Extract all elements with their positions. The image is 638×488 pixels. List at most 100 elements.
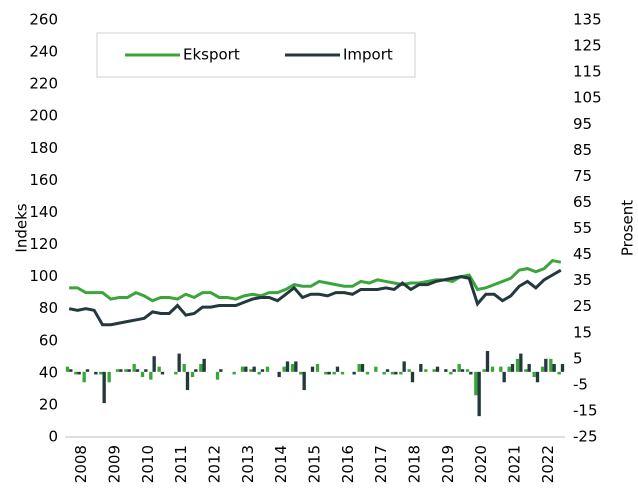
x-tick-label: 2012 bbox=[206, 445, 224, 483]
x-tick-label: 2020 bbox=[472, 445, 490, 483]
bar bbox=[190, 371, 195, 378]
bar bbox=[474, 371, 478, 396]
legend-label: Import bbox=[343, 46, 393, 64]
bar bbox=[449, 371, 453, 375]
bar bbox=[394, 371, 398, 375]
x-tick-label: 2018 bbox=[406, 445, 424, 483]
bar bbox=[174, 371, 178, 375]
bar bbox=[127, 369, 131, 372]
bar bbox=[232, 371, 236, 375]
x-tick-label: 2015 bbox=[306, 445, 324, 483]
bar bbox=[549, 358, 553, 372]
bar bbox=[335, 366, 340, 372]
y2-tick-label: 45 bbox=[573, 245, 592, 263]
x-tick-label: 2021 bbox=[506, 445, 524, 483]
bar bbox=[310, 366, 315, 372]
bar bbox=[419, 364, 423, 372]
bar bbox=[249, 369, 253, 372]
y2-tick-label: -25 bbox=[573, 428, 598, 446]
bar bbox=[490, 366, 495, 372]
bar bbox=[385, 369, 390, 372]
legend-label: Eksport bbox=[183, 46, 240, 64]
y2-tick-label: 135 bbox=[573, 11, 602, 29]
y-tick-label: 80 bbox=[39, 299, 58, 317]
x-tick-label: 2019 bbox=[439, 445, 457, 483]
bar bbox=[424, 369, 428, 372]
y-tick-label: 100 bbox=[29, 267, 58, 285]
bar bbox=[519, 353, 523, 372]
x-tick-label: 2008 bbox=[72, 445, 90, 483]
bar bbox=[115, 369, 120, 372]
y2-tick-label: -5 bbox=[573, 375, 588, 393]
bar bbox=[199, 364, 203, 372]
y-tick-label: 200 bbox=[29, 107, 58, 125]
bar bbox=[202, 358, 206, 372]
bar bbox=[182, 364, 186, 372]
bar bbox=[157, 366, 161, 372]
y-tick-label: 20 bbox=[39, 395, 58, 413]
bar bbox=[357, 364, 361, 372]
y2-tick-label: 85 bbox=[573, 141, 592, 159]
y2-tick-label: 115 bbox=[573, 63, 602, 81]
line bbox=[69, 258, 562, 303]
x-tick-label: 2013 bbox=[239, 445, 257, 483]
bar bbox=[135, 369, 140, 372]
bar bbox=[290, 364, 295, 372]
bar bbox=[410, 371, 415, 383]
y-tick-label: 260 bbox=[29, 11, 58, 29]
bar bbox=[460, 369, 465, 372]
bar bbox=[65, 366, 70, 372]
bar bbox=[285, 361, 290, 372]
bar bbox=[402, 361, 406, 372]
bar bbox=[244, 366, 248, 372]
bar bbox=[527, 364, 531, 372]
bar bbox=[332, 371, 336, 375]
bar bbox=[260, 369, 265, 372]
y-tick-label: 40 bbox=[39, 363, 58, 381]
bar bbox=[465, 369, 470, 372]
x-tick-label: 2016 bbox=[339, 445, 357, 483]
bar bbox=[399, 371, 403, 375]
bar bbox=[327, 371, 331, 375]
y2-tick-label: 105 bbox=[573, 89, 602, 107]
y2-axis-label: Prosent bbox=[619, 200, 637, 256]
bar bbox=[507, 366, 511, 372]
y-tick-label: 0 bbox=[48, 428, 58, 446]
bar bbox=[524, 369, 528, 372]
bar bbox=[374, 366, 378, 372]
y-tick-label: 180 bbox=[29, 139, 58, 157]
bar bbox=[452, 369, 456, 372]
bar bbox=[252, 366, 256, 372]
bar bbox=[544, 358, 548, 372]
y-tick-label: 140 bbox=[29, 203, 58, 221]
bar bbox=[77, 371, 81, 375]
bar bbox=[444, 369, 448, 372]
x-tick-label: 2017 bbox=[372, 445, 390, 483]
y2-tick-label: -15 bbox=[573, 401, 598, 419]
bar bbox=[294, 361, 298, 372]
bar bbox=[185, 371, 190, 391]
bar bbox=[140, 371, 145, 378]
bar bbox=[407, 369, 411, 372]
bar bbox=[435, 366, 440, 372]
y-axis-label: Indeks bbox=[13, 203, 31, 252]
bar bbox=[177, 353, 181, 372]
y2-tick-label: 55 bbox=[573, 219, 592, 237]
bar bbox=[282, 366, 286, 372]
bar bbox=[485, 350, 490, 372]
bar bbox=[532, 371, 536, 378]
bar bbox=[94, 371, 98, 375]
bar bbox=[365, 371, 370, 375]
bar bbox=[152, 356, 156, 372]
bar bbox=[557, 371, 561, 375]
y2-tick-label: 95 bbox=[573, 115, 592, 133]
y2-tick-label: 25 bbox=[573, 297, 592, 315]
bar bbox=[340, 371, 345, 375]
bar bbox=[119, 369, 123, 372]
bar bbox=[510, 364, 515, 372]
bar bbox=[535, 371, 540, 383]
x-tick-label: 2009 bbox=[106, 445, 124, 483]
bar bbox=[74, 371, 78, 375]
bar bbox=[144, 369, 148, 372]
bar bbox=[469, 371, 473, 375]
